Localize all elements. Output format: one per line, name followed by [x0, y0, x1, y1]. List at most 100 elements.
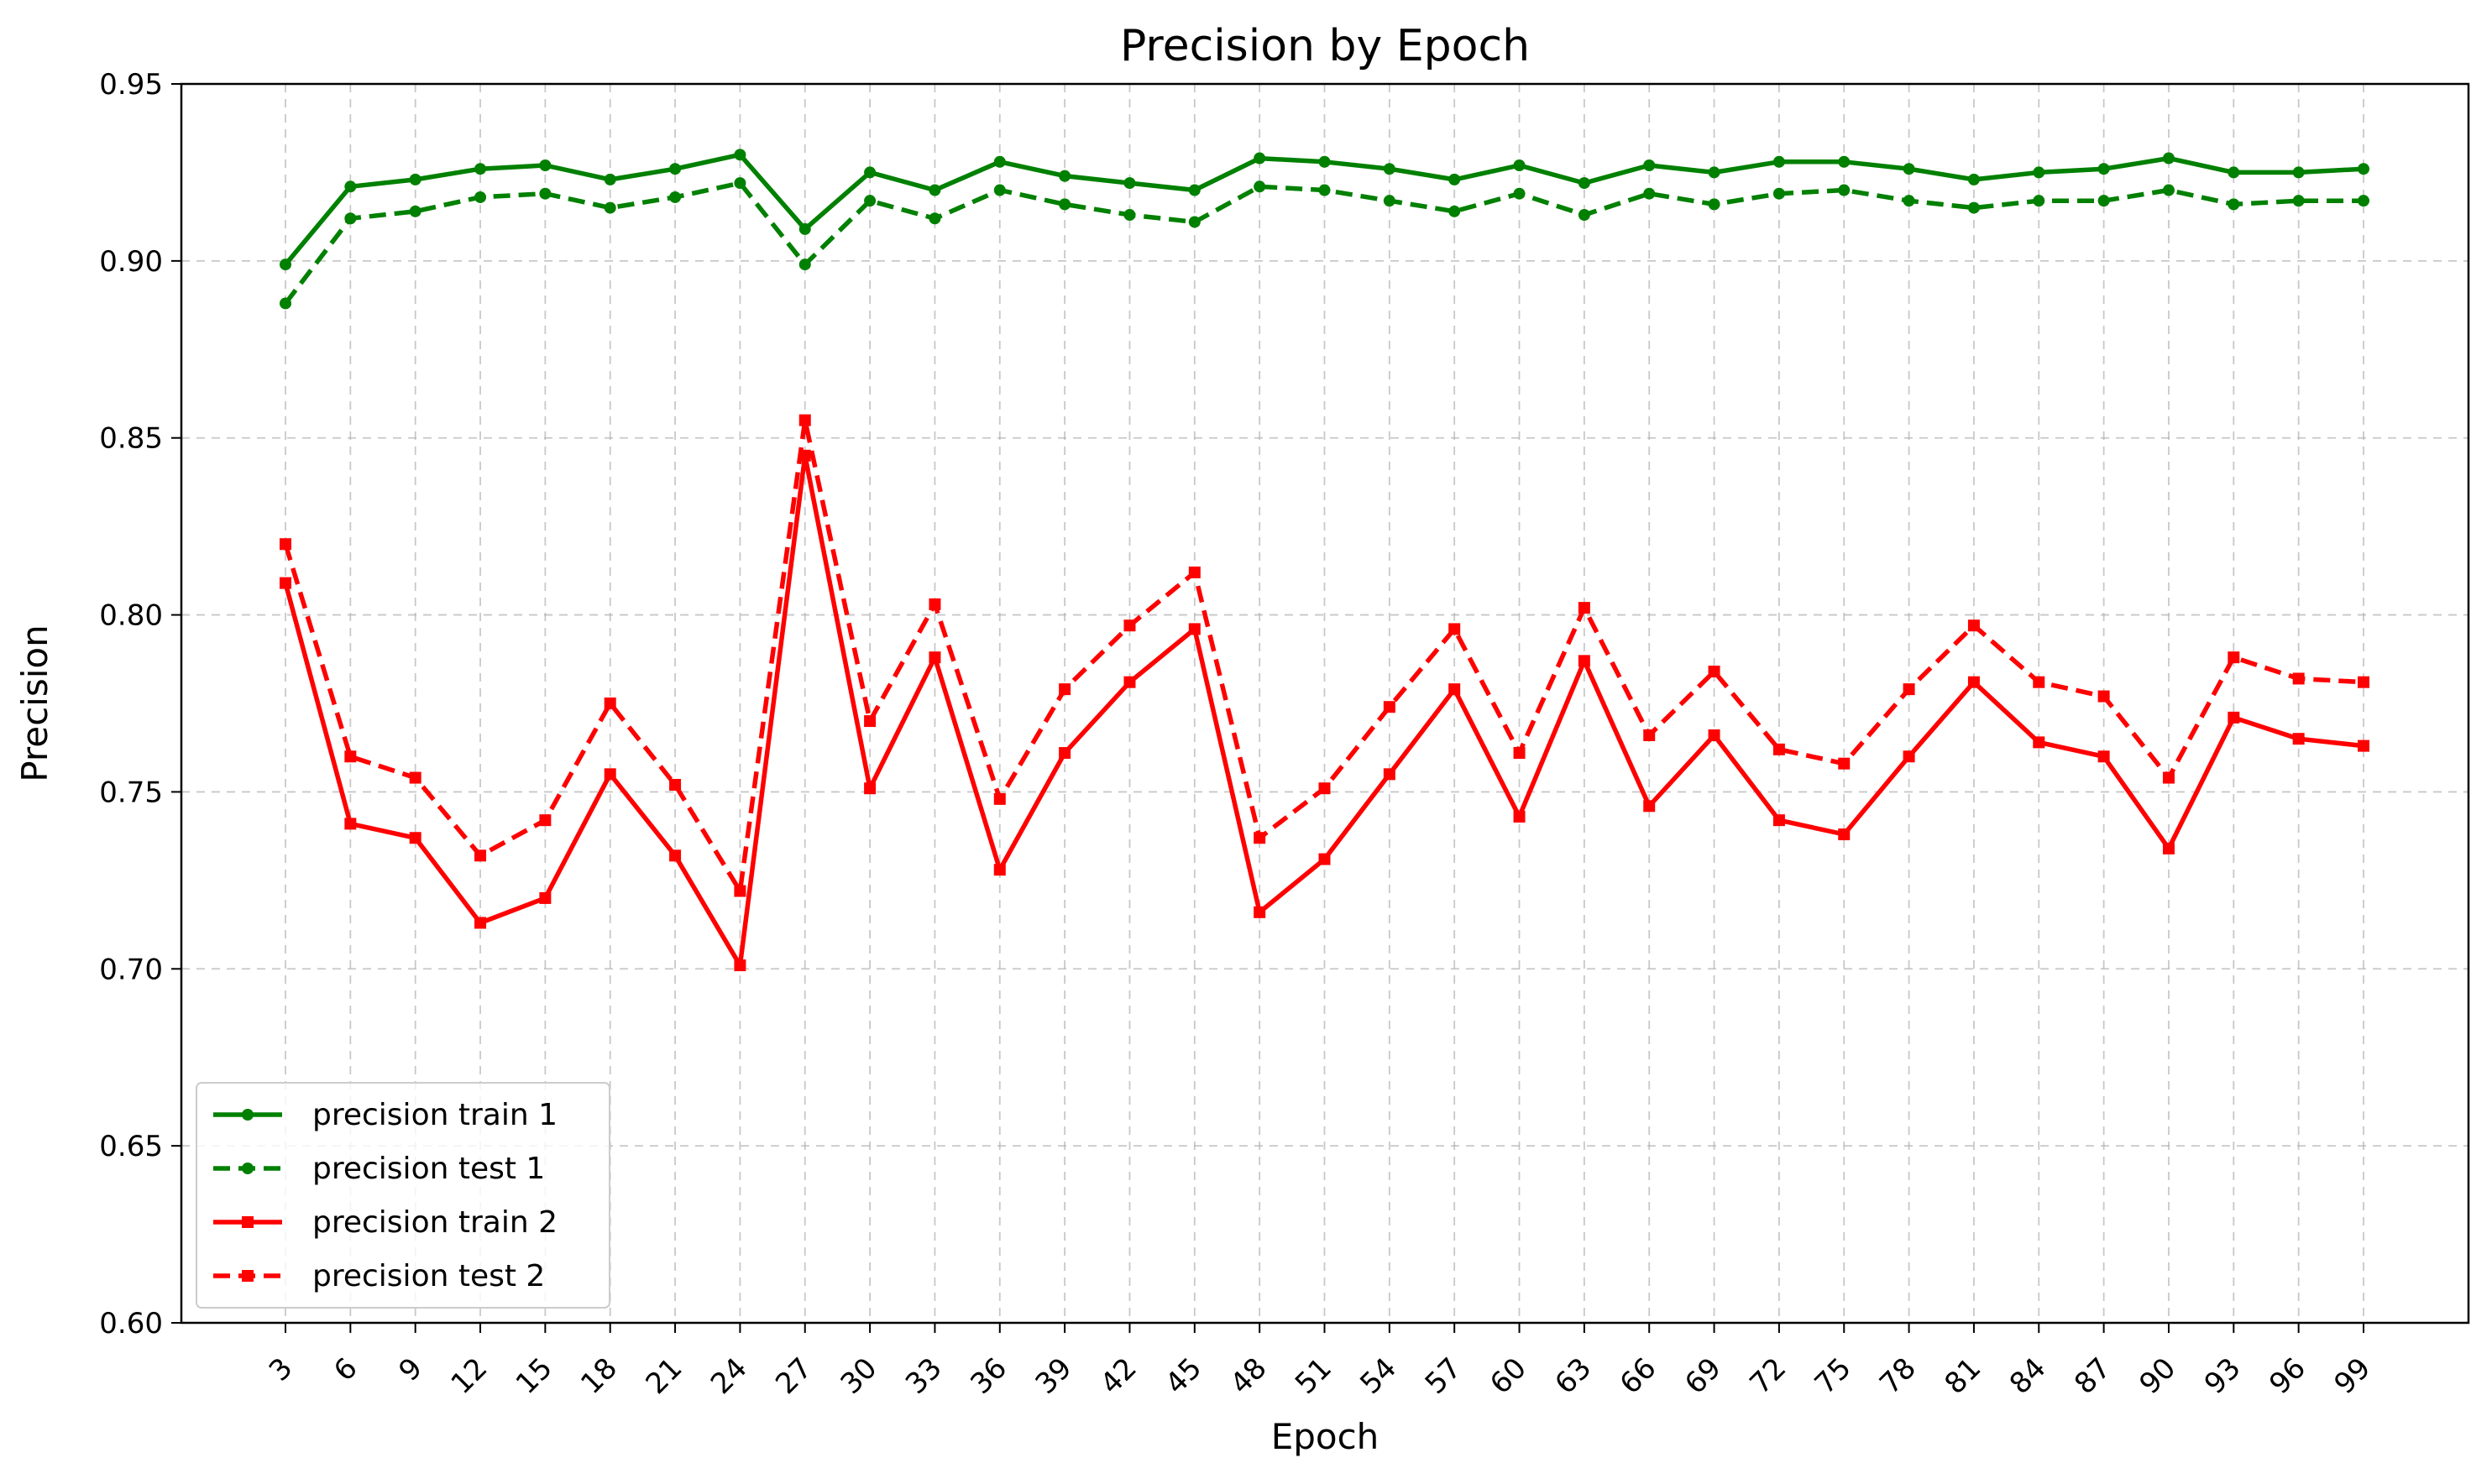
data-point: [1318, 155, 1331, 168]
data-point: [669, 778, 682, 791]
data-point: [929, 184, 941, 196]
data-point: [1838, 155, 1851, 168]
legend-marker: [242, 1270, 254, 1282]
data-point: [2162, 842, 2175, 854]
data-point: [2292, 195, 2305, 207]
data-point: [1254, 832, 1266, 844]
data-point: [2097, 163, 2110, 175]
data-point: [1772, 743, 1785, 755]
data-point: [1967, 619, 1980, 632]
data-point: [929, 212, 941, 225]
data-point: [1578, 602, 1590, 614]
data-point: [1188, 623, 1201, 635]
data-point: [1188, 216, 1201, 228]
data-point: [864, 166, 877, 179]
data-point: [2292, 672, 2305, 685]
chart-title: Precision by Epoch: [1120, 21, 1530, 71]
data-point: [2097, 195, 2110, 207]
data-point: [2358, 195, 2369, 207]
data-point: [474, 917, 487, 929]
data-point: [2358, 676, 2369, 688]
data-point: [2358, 739, 2369, 752]
data-point: [1254, 906, 1266, 918]
data-point: [344, 818, 357, 830]
data-point: [539, 814, 552, 827]
data-point: [2228, 198, 2240, 211]
data-point: [1643, 800, 1656, 813]
series-1: [280, 149, 2369, 271]
data-point: [993, 792, 1006, 805]
data-point: [1838, 757, 1851, 770]
data-point: [1318, 782, 1331, 795]
data-point: [2033, 166, 2045, 179]
y-tick-label: 0.65: [99, 1130, 163, 1163]
data-point: [1448, 205, 1461, 217]
legend-item: precision test 2: [213, 1259, 545, 1293]
data-point: [929, 651, 941, 664]
series-layer: [280, 149, 2369, 972]
data-point: [2162, 771, 2175, 784]
data-point: [1254, 152, 1266, 165]
legend-marker: [242, 1216, 254, 1228]
data-point: [539, 891, 552, 904]
data-point: [344, 750, 357, 763]
data-point: [2162, 152, 2175, 165]
y-ticks: 0.60 0.65 0.70 0.75 0.80 0.85 0.90 0.95: [99, 68, 181, 1340]
data-point: [1123, 209, 1136, 222]
data-point: [474, 191, 487, 203]
data-point: [1188, 566, 1201, 578]
data-point: [1123, 619, 1136, 632]
data-point: [409, 205, 421, 217]
data-point: [1448, 623, 1461, 635]
data-point: [2097, 690, 2110, 703]
data-point: [1708, 666, 1720, 678]
data-point: [1059, 747, 1071, 760]
y-tick-label: 0.90: [99, 245, 163, 279]
data-point: [993, 864, 1006, 876]
grid: [181, 83, 2468, 1324]
data-point: [280, 538, 291, 551]
data-point: [2033, 736, 2045, 749]
data-point: [1513, 187, 1526, 200]
data-point: [1643, 187, 1656, 200]
data-point: [1383, 163, 1395, 175]
data-point: [1578, 655, 1590, 667]
data-point: [993, 155, 1006, 168]
data-point: [1123, 177, 1136, 190]
y-tick-label: 0.95: [99, 68, 163, 102]
data-point: [1903, 683, 1915, 696]
data-point: [474, 163, 487, 175]
data-point: [669, 163, 682, 175]
data-point: [734, 959, 746, 972]
legend-marker: [242, 1109, 254, 1121]
data-point: [798, 414, 811, 426]
legend-marker: [242, 1163, 254, 1174]
legend-label: precision train 1: [312, 1098, 558, 1132]
data-point: [1903, 195, 1915, 207]
data-point: [1513, 159, 1526, 171]
data-point: [1772, 155, 1785, 168]
data-point: [280, 297, 291, 310]
data-point: [2033, 676, 2045, 688]
data-point: [2097, 750, 2110, 763]
y-tick-label: 0.75: [99, 776, 163, 809]
data-point: [734, 177, 746, 190]
data-point: [1318, 184, 1331, 196]
y-tick-label: 0.70: [99, 953, 163, 986]
data-point: [1838, 828, 1851, 841]
data-point: [1578, 177, 1590, 190]
data-point: [409, 173, 421, 186]
data-point: [604, 201, 616, 214]
data-point: [798, 222, 811, 235]
series-3: [280, 449, 2369, 972]
data-point: [1059, 170, 1071, 182]
data-point: [409, 832, 421, 844]
data-point: [1708, 198, 1720, 211]
data-point: [864, 782, 877, 795]
data-point: [344, 180, 357, 193]
data-point: [864, 195, 877, 207]
data-point: [734, 885, 746, 897]
data-point: [1318, 853, 1331, 865]
data-point: [344, 212, 357, 225]
